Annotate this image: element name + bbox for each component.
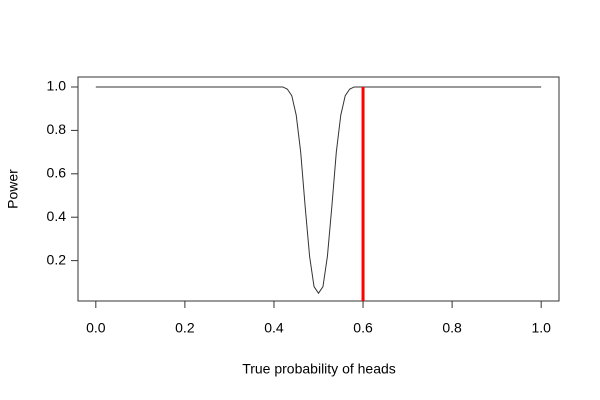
y-tick-label: 0.8 [47, 121, 67, 137]
y-tick-label: 1.0 [47, 78, 67, 94]
x-tick-label: 0.4 [264, 320, 284, 336]
plot-box [77, 76, 560, 302]
x-tick-label: 0.0 [86, 320, 106, 336]
y-axis-label: Power [5, 169, 21, 209]
x-axis-label: True probability of heads [242, 361, 396, 377]
y-tick-label: 0.6 [47, 165, 67, 181]
power-curve [95, 86, 542, 295]
x-tick-label: 1.0 [531, 320, 551, 336]
x-tick-label: 0.8 [442, 320, 462, 336]
y-tick-label: 0.2 [47, 251, 67, 267]
y-tick-label: 0.4 [47, 208, 67, 224]
x-tick-label: 0.2 [175, 320, 195, 336]
x-tick-label: 0.6 [353, 320, 373, 336]
